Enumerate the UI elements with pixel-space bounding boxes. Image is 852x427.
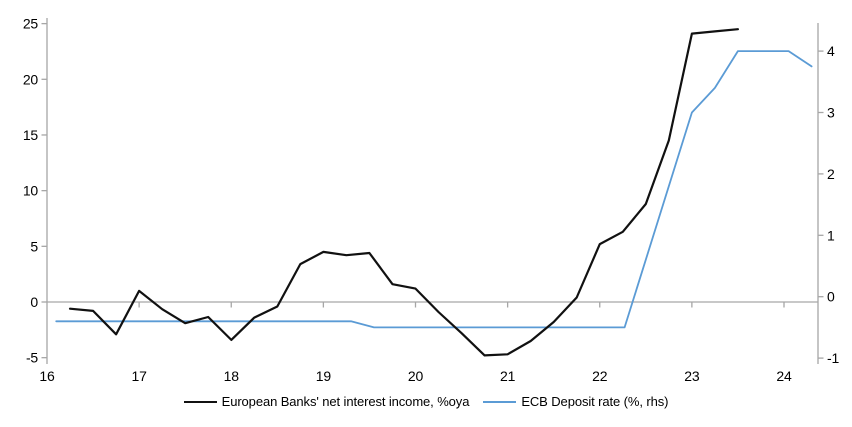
ecb-series-line	[55, 50, 813, 329]
x-axis-tick-label: 21	[500, 368, 516, 384]
right-axis-tick-label: 3	[827, 105, 835, 121]
legend-label-nii: European Banks' net interest income, %oy…	[221, 394, 470, 409]
legend-item-ecb: ECB Deposit rate (%, rhs)	[483, 394, 668, 409]
right-axis-tick-label: 2	[827, 166, 835, 182]
x-axis-tick-label: 17	[132, 368, 148, 384]
legend-item-nii: European Banks' net interest income, %oy…	[183, 394, 470, 409]
left-axis-tick-label: -5	[26, 350, 38, 366]
right-axis-tick-label: 4	[827, 43, 835, 59]
x-axis-tick-label: 16	[39, 368, 55, 384]
x-axis-tick-label: 22	[592, 368, 608, 384]
left-axis-tick-label: 0	[30, 294, 38, 310]
left-axis-tick-label: 20	[23, 71, 39, 87]
x-axis-tick-label: 23	[684, 368, 700, 384]
left-axis-tick-label: 15	[23, 127, 39, 143]
x-axis-tick-label: 18	[224, 368, 240, 384]
left-axis-tick-label: 10	[23, 183, 39, 199]
right-axis-tick-label: 0	[827, 289, 835, 305]
left-axis: -5 0 5 10 15 20 25	[23, 16, 48, 366]
right-axis-tick-label: 1	[827, 227, 835, 243]
legend-swatch-ecb-line	[483, 400, 517, 403]
x-axis: 16 17 18 19 20 21 22 23 24	[39, 301, 818, 384]
x-axis-tick-label: 19	[316, 368, 332, 384]
right-axis: -1 0 1 2 3 4	[817, 23, 840, 366]
left-axis-tick-label: 25	[23, 16, 39, 32]
left-axis-tick-label: 5	[30, 238, 38, 254]
legend-label-ecb: ECB Deposit rate (%, rhs)	[521, 394, 669, 409]
right-axis-tick-label: -1	[827, 350, 839, 366]
legend-swatch-nii-line	[183, 400, 217, 403]
chart-legend: European Banks' net interest income, %oy…	[0, 394, 852, 409]
x-axis-tick-label: 24	[776, 368, 792, 384]
nii-series-line	[68, 28, 740, 357]
x-axis-tick-label: 20	[408, 368, 424, 384]
